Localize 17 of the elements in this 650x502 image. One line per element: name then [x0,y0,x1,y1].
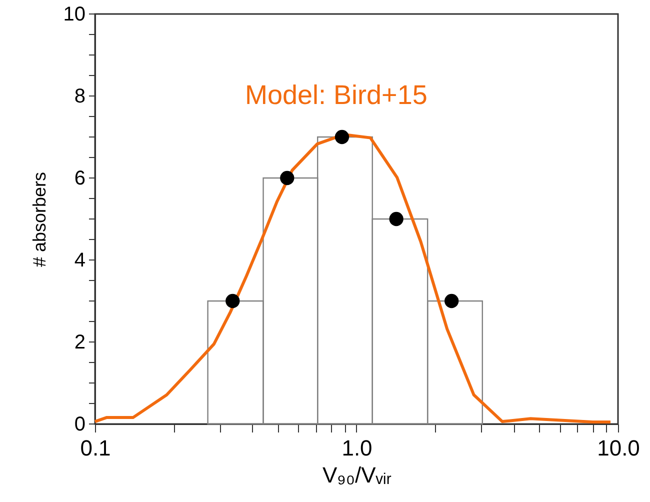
x-axis-title: V₉₀/Vᵥᵢᵣ [322,462,392,488]
y-tick-label: 4 [74,250,86,272]
y-tick-label: 8 [74,86,86,108]
x-tick-label: 10.0 [597,436,640,460]
point [334,130,350,144]
x-tick-label: 0.1 [80,436,111,460]
point [280,170,294,186]
annotation: Model: Bird+15 [245,80,428,110]
point [389,212,404,226]
y-tick-label: 6 [74,168,86,190]
y-tick-label: 10 [63,4,86,26]
point [444,294,459,308]
point [226,294,240,308]
y-tick-label: 0 [74,414,86,436]
y-tick-label: 2 [74,332,86,354]
x-tick-label: 1.0 [342,436,372,460]
y-axis-title: # absorbers [29,172,50,268]
